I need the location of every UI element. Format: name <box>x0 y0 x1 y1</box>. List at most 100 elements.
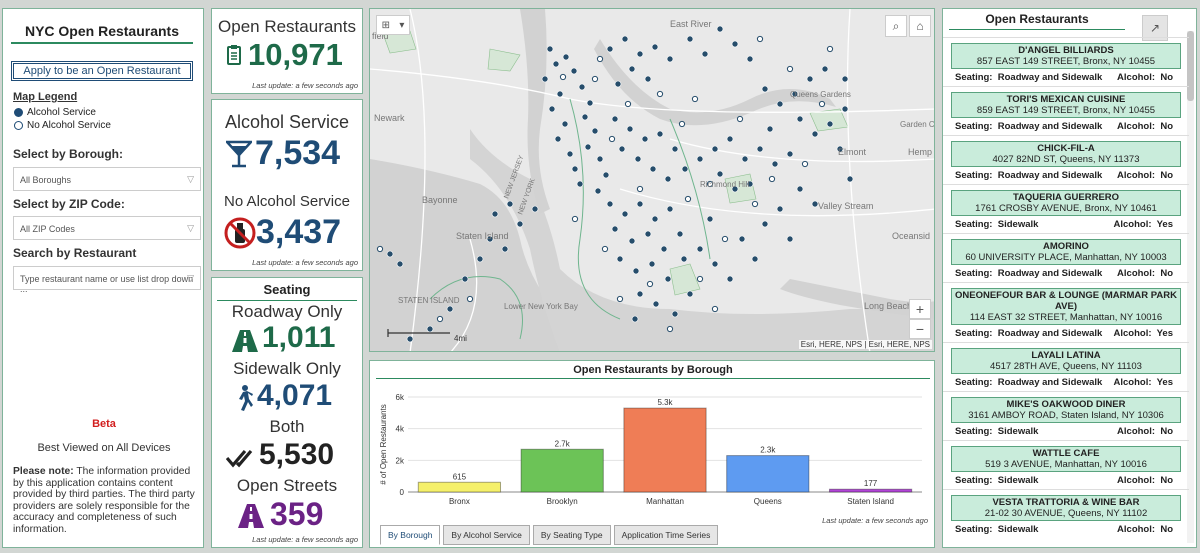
list-item[interactable]: AMORINO 60 UNIVERSITY PLACE, Manhattan, N… <box>943 233 1189 282</box>
chevron-down-icon: ▽ <box>187 273 194 283</box>
seating-info: Seating: Roadway and Sidewalk <box>955 268 1102 279</box>
restaurant-card[interactable]: ONEONEFOUR BAR & LOUNGE (MARMAR PARK AVE… <box>951 288 1181 325</box>
y-tick-label: 2k <box>396 456 405 465</box>
alcohol-key: Alcohol: <box>1117 268 1156 279</box>
restaurant-meta: Seating: Sidewalk Alcohol: Yes <box>943 216 1189 230</box>
seating-info: Seating: Roadway and Sidewalk <box>955 121 1102 132</box>
map-label: Valley Stream <box>818 201 873 211</box>
zoom-out-button[interactable]: − <box>909 319 931 339</box>
alcohol-info: Alcohol: No <box>1117 426 1173 437</box>
list-item[interactable]: TAQUERIA GUERRERO 1761 CROSBY AVENUE, Bro… <box>943 184 1189 233</box>
list-item[interactable]: TORI'S MEXICAN CUISINE 859 EAST 149 STREE… <box>943 86 1189 135</box>
chevron-down-icon: ▽ <box>187 223 194 233</box>
seating-key: Seating: <box>955 72 993 83</box>
seating-value: Roadway and Sidewalk <box>997 377 1103 388</box>
borough-select[interactable]: All Boroughs ▽ <box>13 167 201 191</box>
seating-value: Roadway and Sidewalk <box>997 268 1103 279</box>
restaurant-meta: Seating: Sidewalk Alcohol: No <box>943 472 1189 486</box>
list-item[interactable]: CHICK-FIL-A 4027 82ND ST, Queens, NY 1137… <box>943 135 1189 184</box>
scrollbar-thumb[interactable] <box>1187 31 1194 101</box>
alcohol-value: No <box>1160 475 1173 486</box>
restaurant-search-input[interactable]: Type restaurant name or use list drop do… <box>13 266 201 294</box>
alcohol-value: Yes <box>1156 377 1173 388</box>
map-canvas[interactable]: field East River Newark Queens Gardens G… <box>370 9 935 352</box>
seating-value: Sidewalk <box>997 426 1039 437</box>
restaurant-markers[interactable] <box>376 25 854 343</box>
bar-queens <box>726 455 810 493</box>
restaurant-card[interactable]: TORI'S MEXICAN CUISINE 859 EAST 149 STREE… <box>951 92 1181 118</box>
restaurant-card[interactable]: LAYALI LATINA 4517 28TH AVE, Queens, NY 1… <box>951 348 1181 374</box>
zip-select[interactable]: All ZIP Codes ▽ <box>13 216 201 240</box>
restaurant-card[interactable]: MIKE'S OAKWOOD DINER 3161 AMBOY ROAD, Sta… <box>951 397 1181 423</box>
alcohol-info: Alcohol: No <box>1117 72 1173 83</box>
both-value: 5,530 <box>259 438 335 471</box>
home-icon[interactable]: ⌂ <box>909 15 931 37</box>
restaurant-meta: Seating: Roadway and Sidewalk Alcohol: Ye… <box>943 374 1189 388</box>
restaurant-card[interactable]: CHICK-FIL-A 4027 82ND ST, Queens, NY 1137… <box>951 141 1181 167</box>
alcohol-key: Alcohol: <box>1113 377 1152 388</box>
scrollbar-track[interactable] <box>1187 31 1194 543</box>
seating-value: Roadway and Sidewalk <box>997 121 1103 132</box>
app-title: NYC Open Restaurants <box>11 23 193 44</box>
alcohol-info: Alcohol: Yes <box>1114 377 1174 388</box>
list-item[interactable]: MIKE'S OAKWOOD DINER 3161 AMBOY ROAD, Sta… <box>943 391 1189 440</box>
list-item[interactable]: WATTLE CAFE 519 3 AVENUE, Manhattan, NY 1… <box>943 440 1189 489</box>
restaurant-card[interactable]: AMORINO 60 UNIVERSITY PLACE, Manhattan, N… <box>951 239 1181 265</box>
open-streets-value: 359 <box>270 496 324 532</box>
list-title: Open Restaurants <box>949 12 1125 30</box>
restaurant-card[interactable]: WATTLE CAFE 519 3 AVENUE, Manhattan, NY 1… <box>951 446 1181 472</box>
alcohol-key: Alcohol: <box>1113 219 1152 230</box>
note-text: The information provided by this applica… <box>13 466 195 535</box>
zoom-in-button[interactable]: + <box>909 299 931 319</box>
tab-by-seating-type[interactable]: By Seating Type <box>532 525 611 545</box>
restaurant-card[interactable]: VESTA TRATTORIA & WINE BAR 21-02 30 AVENU… <box>951 495 1181 521</box>
list-item[interactable]: ONEONEFOUR BAR & LOUNGE (MARMAR PARK AVE… <box>943 282 1189 342</box>
seating-info: Seating: Sidewalk <box>955 475 1038 486</box>
map-selector[interactable]: ⊞ ▾ <box>376 15 410 35</box>
map-view[interactable]: field East River Newark Queens Gardens G… <box>369 8 935 352</box>
external-link-icon[interactable]: ↗ <box>1142 15 1168 41</box>
map-label: Richmond Hill <box>700 180 750 189</box>
list-item[interactable]: LAYALI LATINA 4517 28TH AVE, Queens, NY 1… <box>943 342 1189 391</box>
tab-application-time-series[interactable]: Application Time Series <box>613 525 719 545</box>
best-viewed-text: Best Viewed on All Devices <box>37 442 171 454</box>
restaurant-address: 1761 CROSBY AVENUE, Bronx, NY 10461 <box>975 203 1157 214</box>
search-icon[interactable]: ⌕ <box>885 15 907 37</box>
alcohol-key: Alcohol: <box>1117 72 1156 83</box>
list-item[interactable]: D'ANGEL BILLIARDS 857 EAST 149 STREET, Br… <box>943 37 1189 86</box>
restaurant-address: 859 EAST 149 STREET, Bronx, NY 10455 <box>976 105 1156 116</box>
alcohol-key: Alcohol: <box>1117 426 1156 437</box>
open-restaurants-label: Open Restaurants <box>218 17 356 36</box>
seating-value: Roadway and Sidewalk <box>997 170 1103 181</box>
last-update: Last update: a few seconds ago <box>252 535 358 544</box>
tab-by-borough[interactable]: By Borough <box>380 525 441 545</box>
alcohol-key: Alcohol: <box>1117 170 1156 181</box>
restaurant-meta: Seating: Roadway and Sidewalk Alcohol: No <box>943 69 1189 83</box>
y-tick-label: 4k <box>396 425 405 434</box>
bar-chart: 0 2k 4k 6k # of Open Restaurants 615 Bronx 2.7k… <box>379 393 922 506</box>
map-label: Long Beach <box>864 301 912 311</box>
restaurant-name: D'ANGEL BILLIARDS <box>1018 45 1114 56</box>
alcohol-info: Alcohol: No <box>1117 524 1173 535</box>
bar-staten-island <box>828 488 913 493</box>
seating-value: Sidewalk <box>997 475 1039 486</box>
x-tick-label: Queens <box>754 497 782 506</box>
data-label: 5.3k <box>657 398 673 407</box>
restaurant-name: AMORINO <box>1043 241 1089 252</box>
both-label: Both <box>269 417 305 436</box>
restaurant-card[interactable]: TAQUERIA GUERRERO 1761 CROSBY AVENUE, Bro… <box>951 190 1181 216</box>
tab-by-alcohol-service[interactable]: By Alcohol Service <box>443 525 530 545</box>
restaurant-address: 519 3 AVENUE, Manhattan, NY 10016 <box>985 459 1147 470</box>
chart-tabs: By Borough By Alcohol Service By Seating… <box>380 525 719 545</box>
list-item[interactable]: VESTA TRATTORIA & WINE BAR 21-02 30 AVENU… <box>943 489 1189 538</box>
last-update: Last update: a few seconds ago <box>252 258 358 267</box>
apply-button[interactable]: Apply to be an Open Restaurant <box>11 61 193 81</box>
restaurant-name: MIKE'S OAKWOOD DINER <box>1006 399 1126 410</box>
seating-key: Seating: <box>955 426 993 437</box>
legend-alcohol: Alcohol Service <box>14 107 96 118</box>
restaurant-card[interactable]: D'ANGEL BILLIARDS 857 EAST 149 STREET, Br… <box>951 43 1181 69</box>
alcohol-key: Alcohol: <box>1117 475 1156 486</box>
x-tick-label: Brooklyn <box>547 497 578 506</box>
roadway-label: Roadway Only <box>231 302 343 321</box>
restaurant-name: VESTA TRATTORIA & WINE BAR <box>992 497 1140 508</box>
